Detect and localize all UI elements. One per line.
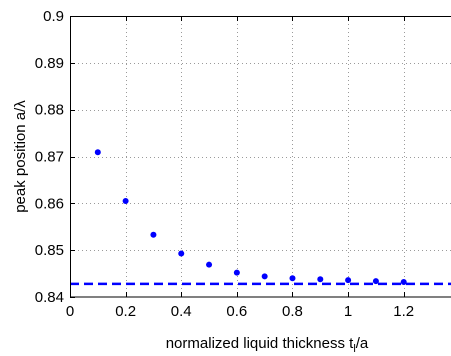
data-points (94, 149, 407, 286)
x-tick-label: 1.2 (393, 303, 414, 320)
y-tick-label: 0.88 (35, 102, 64, 119)
y-tick-label: 0.85 (35, 242, 64, 259)
data-point (372, 278, 379, 285)
x-axis-label: normalized liquid thickness tl/a (166, 335, 369, 355)
data-point (400, 279, 407, 286)
y-tick-label: 0.86 (35, 195, 64, 212)
y-tick-label: 0.87 (35, 149, 64, 166)
plot-frame (70, 16, 451, 298)
x-axis-label-main: normalized liquid thickness t (166, 335, 354, 352)
x-tick-label: 0.6 (226, 303, 247, 320)
x-tick-label: 0.8 (282, 303, 303, 320)
data-point (178, 250, 185, 257)
data-point (122, 197, 129, 204)
data-point (206, 261, 213, 268)
y-tick-label: 0.9 (43, 8, 64, 25)
data-point (261, 273, 268, 280)
data-point (150, 231, 157, 238)
data-point (345, 277, 352, 284)
data-point (233, 269, 240, 276)
y-axis: 0.84 0.85 0.86 0.87 0.88 0.89 0.9 (35, 8, 75, 306)
data-point (289, 275, 296, 282)
x-axis: 0 0.2 0.4 0.6 0.8 1 1.2 (66, 16, 414, 320)
x-tick-label: 0.2 (115, 303, 136, 320)
data-point (317, 276, 324, 283)
y-axis-label: peak position a/λ (12, 100, 29, 213)
x-tick-label: 1 (344, 303, 352, 320)
y-tick-label: 0.89 (35, 55, 64, 72)
grid-lines (70, 16, 451, 297)
x-tick-label: 0 (66, 303, 74, 320)
data-point (94, 149, 101, 156)
y-tick-label: 0.84 (35, 289, 64, 306)
x-axis-label-subscript: l (353, 343, 355, 355)
x-axis-label-suffix: /a (356, 335, 369, 352)
x-tick-label: 0.4 (171, 303, 192, 320)
